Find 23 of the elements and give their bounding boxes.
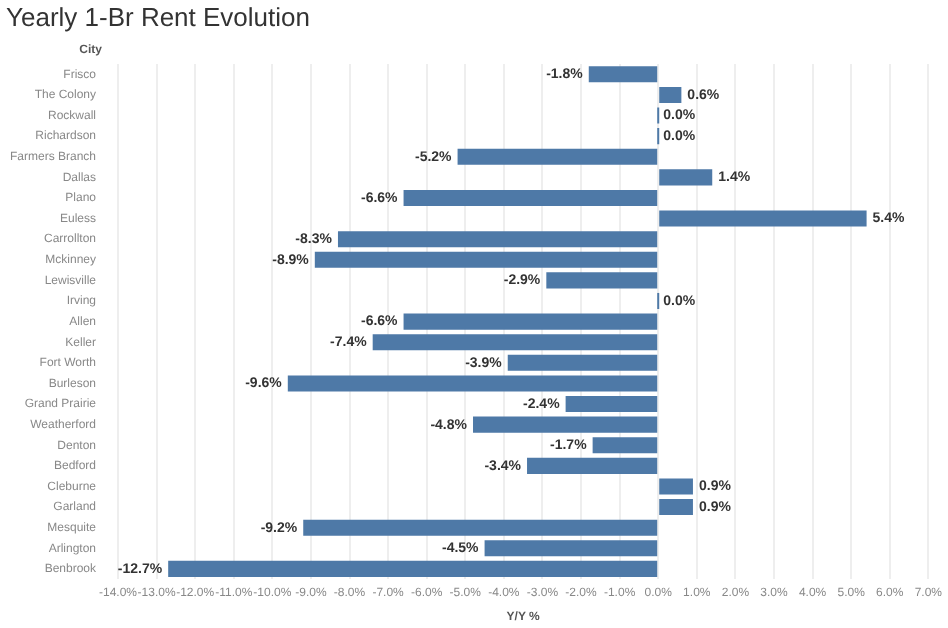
bar xyxy=(303,519,658,536)
bar xyxy=(659,169,713,186)
bar xyxy=(507,354,658,371)
bar xyxy=(473,416,658,433)
bar xyxy=(659,210,867,227)
bar xyxy=(457,148,658,165)
bar xyxy=(287,375,658,392)
bar xyxy=(565,396,658,413)
bar xyxy=(659,499,693,516)
bar xyxy=(588,66,658,83)
bar xyxy=(659,86,682,103)
bar xyxy=(168,560,658,577)
bar xyxy=(484,540,658,557)
bar xyxy=(403,189,658,206)
bar xyxy=(314,251,658,268)
bar xyxy=(337,231,658,248)
bar xyxy=(659,478,693,495)
bar xyxy=(372,334,658,351)
bar xyxy=(403,313,658,330)
bar xyxy=(527,457,658,474)
chart-title: Yearly 1-Br Rent Evolution xyxy=(6,2,310,32)
bar xyxy=(592,437,658,454)
bar xyxy=(546,272,658,289)
